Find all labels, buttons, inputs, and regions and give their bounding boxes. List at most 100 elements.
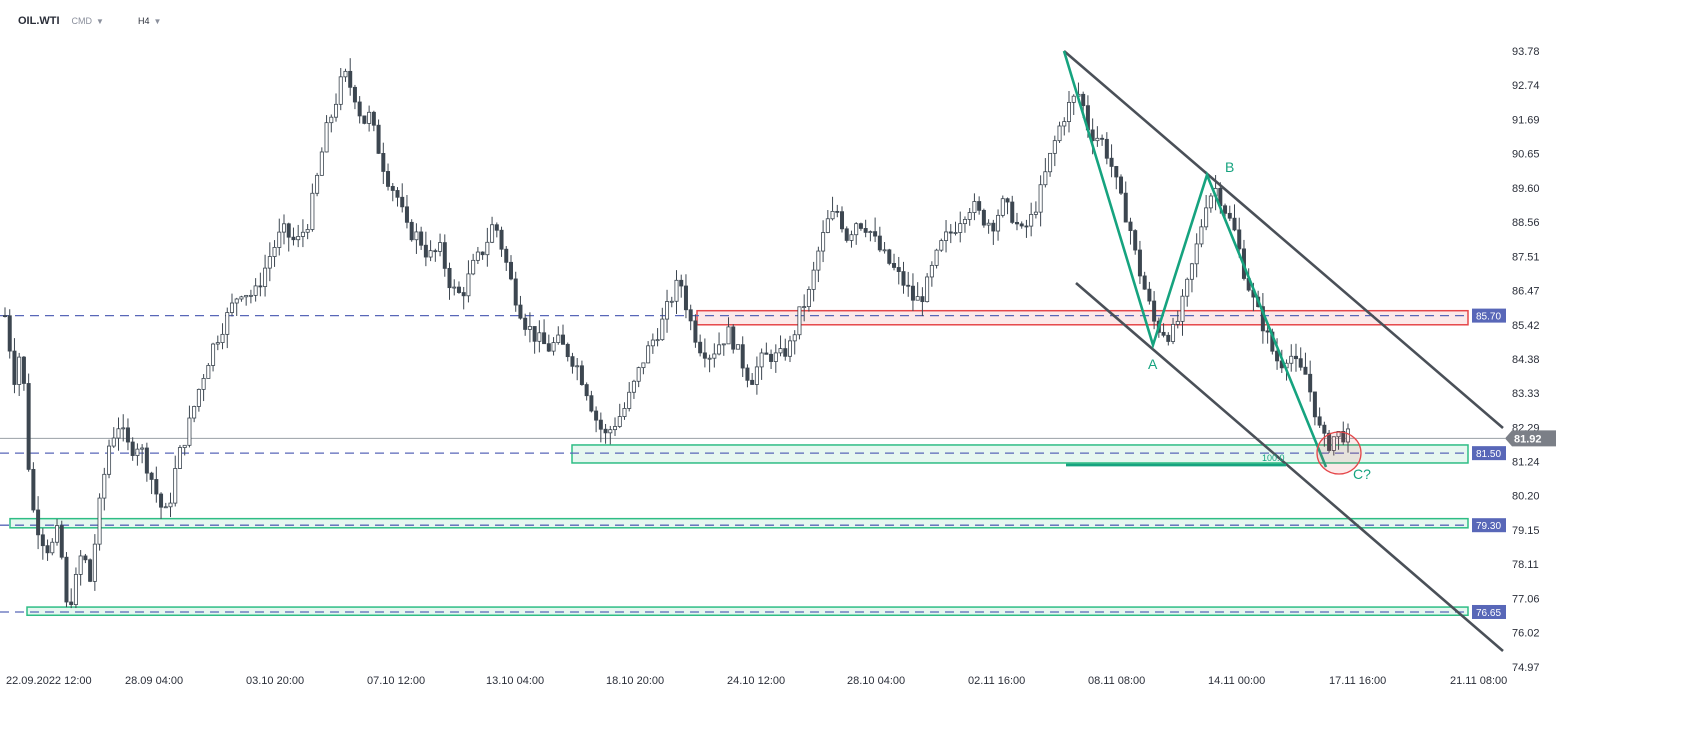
x-tick-label: 22.09.2022 12:00 <box>6 675 92 687</box>
candle <box>220 323 225 350</box>
candle <box>527 312 532 343</box>
candle <box>310 183 315 232</box>
y-tick-label: 83.33 <box>1512 388 1540 400</box>
candle <box>36 496 41 550</box>
candle <box>400 183 405 213</box>
candle <box>263 254 268 297</box>
candle <box>953 221 958 236</box>
candle <box>163 502 168 509</box>
svg-text:81.92: 81.92 <box>1514 433 1542 445</box>
candle <box>830 196 835 221</box>
candle <box>395 187 400 207</box>
candle <box>348 58 353 96</box>
candle <box>452 279 457 296</box>
candle <box>674 270 679 315</box>
candle <box>12 338 17 394</box>
candle <box>7 309 12 359</box>
x-tick-label: 24.10 12:00 <box>727 675 785 687</box>
candle <box>1166 332 1171 346</box>
market-label[interactable]: CMD <box>71 16 93 26</box>
candle <box>291 227 296 246</box>
candle <box>646 341 651 364</box>
candle <box>50 538 55 556</box>
timeframe-dropdown-icon[interactable]: ▼ <box>153 16 162 26</box>
candle <box>1265 325 1270 344</box>
y-tick-label: 93.78 <box>1512 46 1540 58</box>
svg-text:85.70: 85.70 <box>1476 312 1501 323</box>
candle <box>835 204 840 218</box>
candle <box>1133 229 1138 255</box>
candle <box>1104 132 1109 165</box>
candle <box>438 233 443 257</box>
candle <box>159 492 164 519</box>
candle <box>551 337 556 356</box>
candle <box>3 307 8 318</box>
y-tick-label: 91.69 <box>1512 114 1540 126</box>
candle <box>471 253 476 276</box>
candle <box>334 93 339 122</box>
candle <box>480 251 485 260</box>
candle <box>173 455 178 507</box>
candle <box>584 382 589 401</box>
candle <box>239 295 244 302</box>
y-tick-label: 74.97 <box>1512 662 1540 674</box>
candle <box>475 246 480 265</box>
candle <box>702 338 707 368</box>
candle <box>428 240 433 262</box>
candle <box>636 366 641 388</box>
candle <box>130 437 135 461</box>
candle <box>286 222 291 252</box>
candle <box>726 317 731 345</box>
candle <box>26 373 31 472</box>
candle <box>1346 423 1351 453</box>
candle <box>1052 135 1057 167</box>
candle <box>121 414 126 442</box>
candle <box>1227 205 1232 221</box>
candle <box>272 240 277 267</box>
candle <box>688 304 693 331</box>
market-dropdown-icon[interactable]: ▼ <box>96 16 104 26</box>
y-tick-label: 88.56 <box>1512 217 1540 229</box>
candle <box>910 273 915 311</box>
candle <box>59 520 64 560</box>
candle <box>21 355 26 391</box>
candle <box>1095 126 1100 147</box>
candle <box>494 222 499 238</box>
level-tag-76.65: 76.65 <box>1472 604 1506 619</box>
candle <box>404 195 409 229</box>
candle <box>144 442 149 482</box>
candle <box>1029 202 1034 237</box>
candle <box>579 360 584 386</box>
candle <box>877 226 882 253</box>
candle <box>1171 317 1176 345</box>
candle <box>45 539 50 561</box>
y-axis: 93.78 92.74 91.69 90.65 89.60 88.56 87.51 86.47… <box>1512 46 1540 674</box>
candle <box>783 338 788 361</box>
candle <box>248 289 253 304</box>
candle <box>858 222 863 231</box>
candle <box>1331 436 1336 456</box>
candle <box>792 330 797 355</box>
candle <box>102 467 107 511</box>
candle <box>986 219 991 234</box>
x-tick-label: 17.11 16:00 <box>1329 675 1386 687</box>
candle <box>258 272 263 297</box>
x-tick-label: 07.10 12:00 <box>367 675 425 687</box>
candle <box>1161 323 1166 338</box>
candle <box>371 110 376 132</box>
candle <box>1048 152 1053 177</box>
candle <box>882 242 887 254</box>
candle <box>565 342 570 362</box>
candle <box>698 334 703 357</box>
candle <box>816 246 821 283</box>
candle <box>343 68 348 82</box>
x-tick-label: 13.10 04:00 <box>486 675 544 687</box>
candle <box>234 297 239 316</box>
candle <box>962 216 967 233</box>
candle <box>277 218 282 256</box>
y-tick-label: 80.20 <box>1512 491 1540 503</box>
symbol-label[interactable]: OIL.WTI <box>18 15 60 27</box>
timeframe-label[interactable]: H4 <box>137 16 150 26</box>
